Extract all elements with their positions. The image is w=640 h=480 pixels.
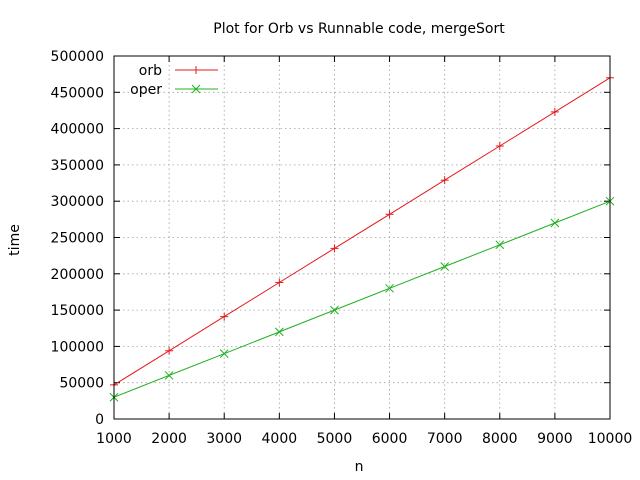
data-point-oper — [274, 327, 284, 337]
legend-marker-oper — [191, 84, 201, 94]
legend-label-orb: orb — [139, 63, 162, 79]
x-tick-label: 7000 — [427, 431, 463, 447]
data-point-oper — [440, 262, 450, 271]
y-tick-label: 350000 — [51, 158, 104, 174]
plot-frame — [113, 55, 611, 420]
series-line-oper — [113, 200, 611, 398]
y-tick-label: 200000 — [51, 267, 104, 283]
axis-ticks: 0 50000 100000 150000 200000 250000 300000 3500… — [51, 49, 633, 447]
x-tick-label: 10000 — [588, 431, 633, 447]
legend-label-oper: oper — [130, 82, 162, 98]
plot-series — [109, 73, 615, 402]
series-line-orb — [113, 77, 611, 386]
x-tick-label: 5000 — [317, 431, 353, 447]
x-tick-label: 4000 — [262, 431, 298, 447]
data-point-oper — [550, 218, 560, 228]
grid — [114, 56, 610, 419]
y-tick-label: 100000 — [51, 339, 104, 355]
x-tick-label: 9000 — [537, 431, 573, 447]
data-point-oper — [385, 283, 394, 293]
chart-title: Plot for Orb vs Runnable code, mergeSort — [213, 21, 505, 37]
x-tick-label: 6000 — [372, 431, 408, 447]
y-tick-label: 150000 — [51, 303, 104, 319]
y-tick-label: 400000 — [51, 122, 104, 138]
x-tick-label: 2000 — [151, 431, 187, 447]
x-axis-label: n — [355, 459, 364, 475]
y-tick-label: 450000 — [51, 85, 104, 101]
y-tick-label: 250000 — [51, 231, 104, 247]
y-tick-label: 0 — [95, 412, 104, 428]
y-tick-label: 50000 — [59, 376, 104, 392]
x-tick-label: 3000 — [206, 431, 242, 447]
x-tick-label: 8000 — [482, 431, 518, 447]
data-point-oper — [330, 305, 339, 315]
x-tick-label: 1000 — [96, 431, 132, 447]
y-tick-label: 300000 — [51, 194, 104, 210]
data-point-oper — [495, 240, 505, 250]
data-point-oper — [164, 371, 174, 380]
data-point-oper — [219, 349, 229, 359]
y-axis-label: time — [7, 224, 23, 256]
legend: orb oper — [130, 63, 218, 98]
y-tick-label: 500000 — [51, 49, 104, 65]
